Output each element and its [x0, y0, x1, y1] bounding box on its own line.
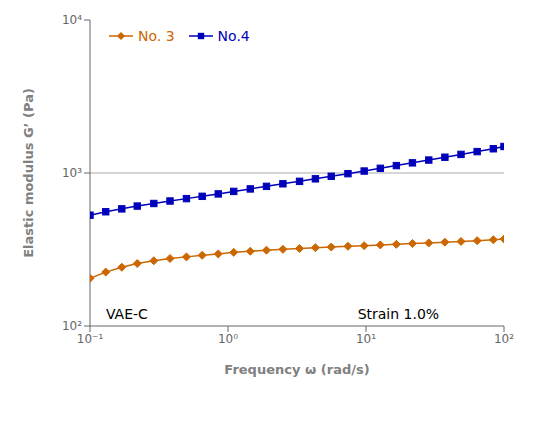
svg-text:10⁻¹: 10⁻¹ [77, 332, 104, 346]
svg-text:10¹: 10¹ [356, 332, 376, 346]
svg-text:10⁰: 10⁰ [218, 332, 238, 346]
html-text:No. 3: No. 3 [138, 28, 175, 44]
svg-text:10²: 10² [62, 319, 82, 333]
svg-text:10⁴: 10⁴ [62, 13, 82, 27]
svg-text:Strain 1.0%: Strain 1.0% [358, 306, 440, 322]
html-text:No.4: No.4 [217, 28, 250, 44]
svg-text:VAE-C: VAE-C [106, 306, 148, 322]
svg-text:Elastic modulus G’ (Pa): Elastic modulus G’ (Pa) [21, 88, 36, 258]
svg-text:Frequency ω (rad/s): Frequency ω (rad/s) [224, 362, 369, 377]
svg-text:10²: 10² [494, 332, 514, 346]
svg-text:10³: 10³ [62, 166, 82, 180]
